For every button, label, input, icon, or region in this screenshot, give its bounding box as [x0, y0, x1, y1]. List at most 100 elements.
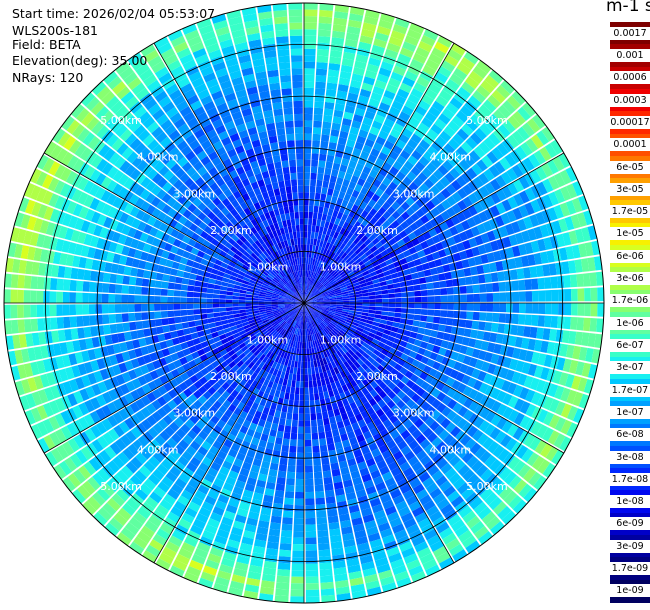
beta-gate — [350, 252, 357, 260]
beta-gate — [240, 333, 248, 339]
beta-gate — [223, 327, 231, 334]
beta-gate — [254, 539, 267, 548]
beta-gate — [373, 211, 382, 221]
beta-gate — [547, 207, 558, 221]
beta-gate — [222, 342, 231, 349]
beta-gate — [194, 490, 207, 501]
beta-gate — [178, 547, 193, 560]
beta-gate — [308, 211, 313, 219]
beta-gate — [212, 197, 222, 207]
beta-gate — [265, 365, 272, 373]
beta-gate — [538, 290, 546, 302]
beta-gate — [307, 292, 312, 298]
beta-gate — [392, 65, 406, 76]
beta-gate — [495, 175, 507, 188]
beta-gate — [237, 326, 245, 333]
beta-gate — [288, 290, 295, 295]
beta-gate — [58, 460, 72, 476]
beta-gate — [529, 436, 542, 451]
beta-gate — [411, 535, 426, 547]
beta-gate — [335, 292, 343, 296]
beta-gate — [304, 120, 313, 128]
beta-gate — [275, 333, 281, 340]
beta-gate — [252, 295, 259, 299]
beta-gate — [400, 512, 414, 523]
beta-gate — [310, 166, 318, 174]
beta-gate — [356, 240, 364, 248]
beta-gate — [228, 533, 242, 543]
beta-gate — [95, 172, 107, 186]
beta-gate — [211, 360, 220, 369]
beta-gate — [189, 374, 199, 384]
beta-gate — [316, 359, 321, 367]
beta-gate — [338, 259, 346, 266]
beta-gate — [350, 470, 361, 480]
beta-gate — [339, 339, 346, 347]
beta-gate — [466, 515, 481, 529]
beta-gate — [505, 438, 518, 452]
beta-gate — [381, 449, 392, 460]
beta-gate — [220, 315, 228, 321]
beta-gate — [423, 269, 432, 277]
beta-gate — [125, 215, 135, 227]
beta-gate — [256, 351, 263, 359]
beta-gate — [47, 177, 60, 192]
beta-gate — [378, 67, 392, 78]
beta-gate — [323, 300, 330, 302]
beta-gate — [304, 140, 312, 147]
beta-gate — [468, 70, 484, 84]
beta-gate — [347, 458, 357, 467]
beta-gate — [316, 305, 324, 307]
beta-gate — [386, 206, 396, 215]
beta-gate — [215, 576, 230, 587]
beta-gate — [338, 77, 351, 86]
beta-gate — [26, 216, 37, 231]
beta-gate — [82, 315, 90, 327]
beta-gate — [347, 132, 358, 142]
beta-gate — [362, 342, 370, 349]
beta-gate — [340, 272, 348, 278]
beta-gate — [460, 434, 472, 446]
beta-gate — [396, 424, 407, 435]
beta-gate — [305, 504, 315, 512]
beta-gate — [251, 300, 259, 303]
beta-gate — [155, 272, 164, 281]
beta-gate — [277, 303, 285, 305]
beta-gate — [219, 349, 228, 357]
beta-gate — [216, 472, 228, 482]
beta-gate — [364, 110, 376, 120]
beta-gate — [425, 200, 436, 211]
beta-gate — [498, 281, 506, 292]
beta-gate — [18, 259, 27, 274]
beta-gate — [396, 171, 406, 181]
beta-gate — [373, 510, 386, 520]
beta-gate — [330, 301, 337, 303]
beta-gate — [200, 571, 216, 583]
beta-gate — [331, 319, 338, 325]
beta-gate — [407, 308, 415, 314]
beta-gate — [351, 279, 359, 284]
beta-gate — [23, 290, 31, 303]
beta-gate — [214, 410, 224, 420]
beta-gate — [48, 237, 58, 251]
beta-gate — [284, 331, 290, 338]
beta-gate — [200, 230, 209, 240]
beta-gate — [250, 558, 264, 568]
beta-gate — [300, 329, 303, 336]
beta-gate — [348, 310, 356, 314]
beta-gate — [316, 297, 324, 301]
beta-gate — [315, 308, 322, 312]
beta-gate — [308, 293, 314, 299]
beta-gate — [366, 280, 374, 286]
beta-gate — [459, 250, 468, 260]
beta-gate — [582, 273, 591, 287]
beta-gate — [477, 274, 486, 284]
beta-gate — [305, 309, 308, 316]
beta-gate — [308, 293, 314, 299]
beta-gate — [355, 329, 363, 336]
beta-gate — [99, 449, 112, 464]
beta-gate — [5, 335, 15, 350]
beta-gate — [88, 293, 96, 303]
beta-gate — [89, 410, 101, 424]
beta-gate — [214, 340, 223, 348]
